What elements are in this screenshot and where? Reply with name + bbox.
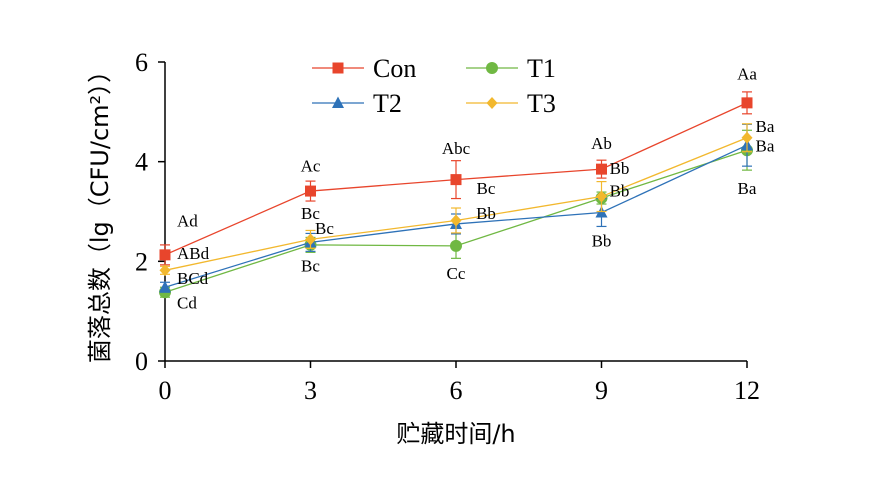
significance-label: Cc bbox=[447, 264, 466, 283]
significance-label: Bb bbox=[610, 159, 630, 178]
legend-marker-t1 bbox=[486, 62, 498, 74]
significance-label: Cd bbox=[177, 294, 197, 313]
series-con bbox=[159, 91, 753, 266]
legend-marker-t2 bbox=[332, 96, 344, 108]
significance-label: Bb bbox=[610, 182, 630, 201]
series-t3 bbox=[159, 123, 753, 277]
legend-item-t1: T1 bbox=[466, 54, 556, 83]
significance-label: Abc bbox=[442, 139, 471, 158]
legend-item-con: Con bbox=[312, 54, 416, 83]
significance-label: Ac bbox=[301, 157, 321, 176]
y-tick-label: 2 bbox=[135, 247, 148, 276]
data-point-t3 bbox=[450, 214, 462, 227]
series-layer bbox=[159, 91, 753, 299]
data-point-t3 bbox=[596, 190, 607, 203]
significance-label: Ba bbox=[756, 117, 775, 136]
data-point-con bbox=[305, 185, 316, 197]
x-tick-label: 0 bbox=[159, 376, 172, 405]
y-tick-label: 6 bbox=[135, 48, 148, 77]
significance-label: ABd bbox=[177, 244, 210, 263]
significance-label: Bb bbox=[592, 231, 612, 250]
y-tick-label: 0 bbox=[135, 347, 148, 376]
legend-item-t2: T2 bbox=[312, 89, 402, 118]
data-point-con bbox=[159, 249, 171, 261]
data-point-con bbox=[450, 174, 462, 186]
x-ticks: 0 3 6 9 12 bbox=[159, 361, 760, 405]
x-tick-label: 6 bbox=[450, 376, 463, 405]
legend-item-t3: T3 bbox=[466, 89, 556, 118]
y-axis-title: 菌落总数（lg（CFU/cm²）） bbox=[86, 59, 114, 363]
legend-label-t2: T2 bbox=[373, 89, 402, 118]
significance-label: Ba bbox=[738, 179, 757, 198]
significance-label: BCd bbox=[177, 269, 209, 288]
x-tick-label: 9 bbox=[595, 376, 608, 405]
legend-marker-t3 bbox=[486, 97, 498, 109]
data-point-t3 bbox=[741, 131, 753, 144]
legend: Con T1 T2 T3 bbox=[312, 54, 556, 118]
significance-label: Aa bbox=[737, 64, 757, 83]
significance-label: Ab bbox=[591, 134, 612, 153]
legend-label-t1: T1 bbox=[527, 54, 556, 83]
y-ticks: 0 2 4 6 bbox=[135, 48, 165, 376]
significance-label: Bb bbox=[476, 204, 496, 223]
significance-label: Bc bbox=[301, 204, 320, 223]
x-axis-title: 贮藏时间/h bbox=[396, 420, 515, 448]
legend-label-t3: T3 bbox=[527, 89, 556, 118]
legend-marker-con bbox=[332, 62, 344, 74]
significance-label: Bc bbox=[315, 219, 334, 238]
data-point-con bbox=[596, 163, 607, 175]
y-tick-label: 4 bbox=[135, 148, 148, 177]
significance-label: Ba bbox=[756, 137, 775, 156]
x-tick-label: 3 bbox=[304, 376, 317, 405]
significance-label: Bc bbox=[301, 256, 320, 275]
annotations: AdABdBCdCdAcBcBcBcAbcBcBbCcAbBbBbBbAaBaB… bbox=[177, 64, 775, 312]
data-point-t3 bbox=[305, 233, 316, 246]
x-tick-label: 12 bbox=[734, 376, 760, 405]
data-point-t3 bbox=[159, 264, 171, 277]
legend-label-con: Con bbox=[373, 54, 416, 83]
data-point-t2 bbox=[159, 280, 171, 293]
significance-label: Bc bbox=[477, 179, 496, 198]
data-point-con bbox=[741, 97, 753, 109]
data-point-t1 bbox=[450, 239, 462, 252]
significance-label: Ad bbox=[177, 211, 198, 230]
